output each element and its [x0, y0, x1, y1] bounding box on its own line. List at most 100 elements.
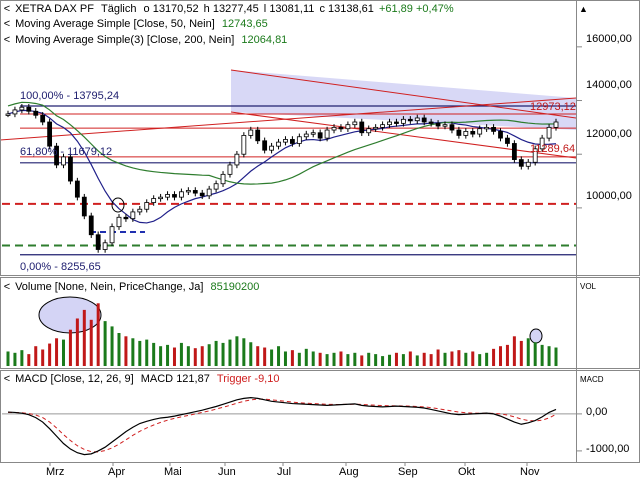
volume-bar: [332, 352, 336, 366]
candle-body: [262, 140, 268, 151]
time-axis-tick: Aug: [339, 466, 359, 478]
candle-body: [442, 124, 448, 127]
change-value: +61,89: [378, 3, 413, 15]
candle-body: [539, 137, 545, 150]
volume-bar: [89, 319, 93, 366]
volume-bar: [124, 336, 128, 366]
candle-body: [400, 118, 406, 124]
candle-body: [172, 194, 177, 198]
candle-body: [380, 124, 385, 128]
volume-bar: [415, 355, 419, 366]
volume-bar: [339, 351, 343, 366]
volume-bar: [367, 352, 371, 366]
candle-body: [206, 188, 212, 197]
scroll-up-icon[interactable]: ▲: [579, 4, 588, 14]
time-axis-tick: Apr: [108, 466, 126, 478]
volume-bar: [68, 329, 72, 366]
trigger-name: Trigger: [216, 373, 252, 385]
volume-bar: [103, 321, 107, 366]
volume-bar: [41, 349, 45, 366]
open-value: 13170,52: [152, 3, 199, 15]
pennant-fill: [231, 70, 576, 130]
candle-body: [185, 190, 191, 193]
candle-body: [449, 124, 455, 131]
volume-bar: [554, 347, 558, 366]
high-label: h: [203, 3, 210, 15]
candle-body: [511, 143, 517, 160]
volume-bar: [145, 339, 149, 366]
price-axis-tick: 12000,00: [586, 128, 632, 140]
candle-body: [199, 192, 205, 197]
candle-body: [324, 129, 330, 139]
instrument-name: XETRA DAX PF: [15, 3, 94, 15]
candle-body: [81, 196, 87, 217]
price-axis-tick: 16000,00: [586, 33, 632, 45]
volume-bar: [186, 346, 190, 366]
volume-bar: [13, 352, 17, 366]
volume-layer: [6, 303, 558, 366]
candle-body: [518, 159, 524, 167]
volume-bar: [457, 350, 461, 366]
candle-body: [54, 145, 59, 166]
candle-body: [290, 139, 295, 144]
candle-body: [5, 113, 11, 116]
low-label: l: [263, 3, 267, 15]
candle-body: [88, 215, 94, 236]
candle-body: [74, 180, 80, 198]
candle-body: [484, 126, 490, 130]
candle-body: [491, 126, 496, 132]
collapse-icon[interactable]: <: [3, 3, 11, 15]
candle-body: [366, 128, 372, 134]
volume-bar: [304, 348, 308, 366]
fib-618-label: 61,80% - 11679,12: [20, 146, 113, 158]
volume-bar: [374, 354, 378, 366]
volume-axis-label: VOL: [580, 282, 597, 291]
volume-bar: [401, 354, 405, 366]
volume-bar: [360, 355, 364, 366]
volume-bar: [117, 333, 121, 366]
time-axis-tick: Nov: [520, 466, 540, 478]
candle-body: [116, 216, 122, 228]
volume-bar: [27, 354, 31, 366]
volume-bar: [6, 351, 10, 366]
volume-bar: [485, 352, 489, 366]
price-axis-tick: 14000,00: [586, 79, 632, 91]
candle-body: [373, 126, 379, 130]
candle-body: [40, 114, 46, 123]
volume-bar: [75, 318, 79, 366]
volume-bar: [172, 347, 176, 366]
long-trend-line: [0, 97, 577, 141]
volume-bar: [179, 342, 183, 366]
candle-body: [276, 141, 281, 147]
volume-bar: [110, 326, 114, 366]
ma50-value: 12743,65: [221, 18, 268, 30]
collapse-icon[interactable]: <: [3, 18, 11, 30]
close-label: c: [319, 3, 325, 15]
volume-highlight-circle: [529, 328, 543, 344]
collapse-icon[interactable]: <: [3, 373, 11, 385]
candle-body: [310, 132, 316, 135]
volume-bar: [346, 354, 350, 366]
macd-layer: [2, 397, 576, 456]
candle-body: [213, 183, 219, 190]
volume-bar: [263, 347, 267, 366]
candle-body: [359, 121, 365, 134]
candle-body: [387, 121, 392, 126]
volume-bar: [408, 351, 412, 366]
volume-value: 85190200: [210, 281, 260, 293]
volume-bar: [256, 346, 260, 366]
ma200-header: < Moving Average Simple(3) [Close, 200, …: [2, 34, 288, 46]
collapse-icon[interactable]: <: [3, 281, 11, 293]
level-b-label: 11289,64: [530, 143, 576, 155]
collapse-icon[interactable]: <: [3, 34, 11, 46]
volume-bar: [492, 348, 496, 366]
candle-body: [192, 190, 198, 194]
candle-body: [269, 145, 274, 151]
candle-body: [283, 139, 288, 143]
candle-body: [435, 122, 441, 127]
candle-body: [394, 121, 399, 124]
ma50-line: [7, 109, 557, 224]
volume-bar: [249, 342, 253, 366]
